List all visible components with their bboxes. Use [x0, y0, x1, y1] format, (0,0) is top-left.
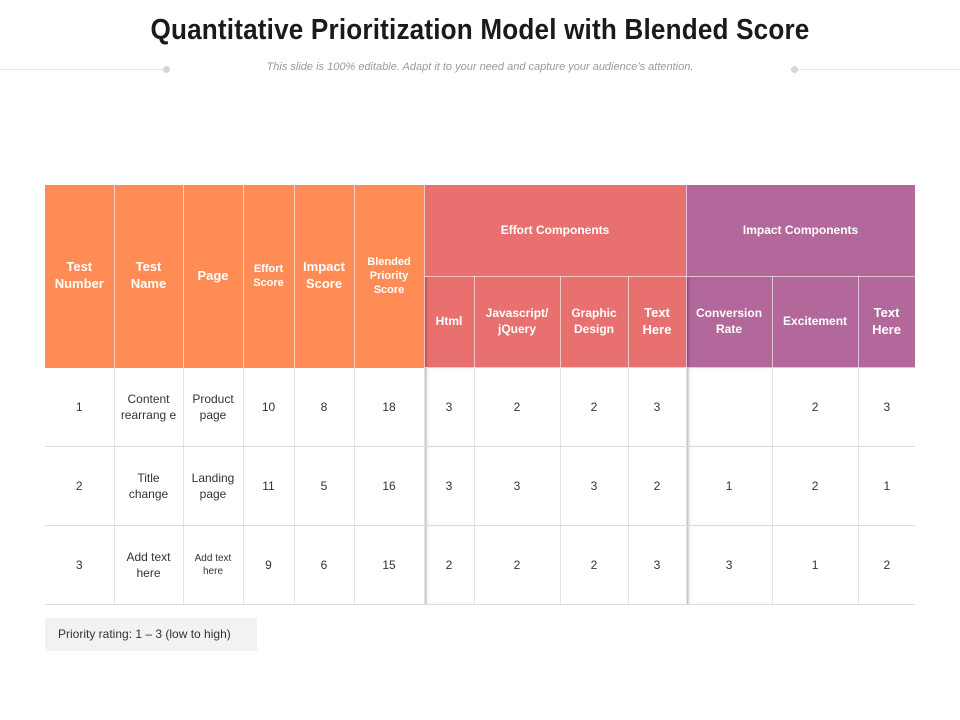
table-row: 1 Content rearrang e Product page 10 8 1…: [45, 367, 916, 447]
priority-rating-legend: Priority rating: 1 – 3 (low to high): [45, 618, 257, 651]
cell-effort-score: 11: [243, 446, 295, 526]
page-subtitle: This slide is 100% editable. Adapt it to…: [266, 61, 694, 73]
cell-html: 3: [424, 446, 475, 526]
group-header-impact-components: Impact Components: [686, 185, 916, 277]
header-row-top: Test Number Test Name Page Effort Score …: [45, 185, 916, 368]
cell-effort-text-here: 3: [628, 367, 687, 447]
cell-effort-text-here: 3: [628, 525, 687, 605]
col-header-impact-score: Impact Score: [294, 185, 355, 368]
cell-graphic-design: 3: [560, 446, 629, 526]
cell-impact-text-here: 2: [858, 525, 916, 605]
cell-impact-score: 8: [294, 367, 355, 447]
col-header-excitement: Excitement: [772, 276, 859, 368]
cell-javascript-jquery: 3: [474, 446, 561, 526]
cell-conversion-rate: 1: [686, 446, 773, 526]
title-rule-left: [0, 69, 166, 70]
cell-excitement: 2: [772, 367, 859, 447]
cell-conversion-rate: [686, 367, 773, 447]
cell-graphic-design: 2: [560, 367, 629, 447]
table-row: 3 Add text here Add text here 9 6 15 2 2…: [45, 525, 916, 605]
col-header-impact-text-here: Text Here: [858, 276, 916, 368]
cell-javascript-jquery: 2: [474, 367, 561, 447]
page-title: Quantitative Prioritization Model with B…: [150, 14, 810, 46]
cell-page: Landing page: [183, 446, 244, 526]
cell-test-number: 2: [45, 446, 115, 526]
title-rule-right: [795, 69, 960, 70]
header-row-sub: Html Javascript/ jQuery Graphic Design T…: [45, 276, 916, 368]
cell-blended-score: 16: [354, 446, 425, 526]
col-header-javascript-jquery: Javascript/ jQuery: [474, 276, 561, 368]
cell-test-number: 1: [45, 367, 115, 447]
cell-impact-text-here: 1: [858, 446, 916, 526]
cell-page: Product page: [183, 367, 244, 447]
cell-javascript-jquery: 2: [474, 525, 561, 605]
cell-html: 2: [424, 525, 475, 605]
group-header-effort-components: Effort Components: [424, 185, 687, 277]
title-rule-dot-left: [163, 66, 170, 73]
cell-test-name: Title change: [114, 446, 184, 526]
cell-test-name: Add text here: [114, 525, 184, 605]
col-header-page: Page: [183, 185, 244, 368]
cell-page: Add text here: [183, 525, 244, 605]
cell-impact-text-here: 3: [858, 367, 916, 447]
col-header-blended-priority-score: Blended Priority Score: [354, 185, 425, 368]
col-header-test-number: Test Number: [45, 185, 115, 368]
cell-impact-score: 5: [294, 446, 355, 526]
col-header-graphic-design: Graphic Design: [560, 276, 629, 368]
cell-effort-score: 9: [243, 525, 295, 605]
cell-test-name: Content rearrang e: [114, 367, 184, 447]
cell-effort-text-here: 2: [628, 446, 687, 526]
col-header-effort-score: Effort Score: [243, 185, 295, 368]
col-header-html: Html: [424, 276, 475, 368]
prioritization-table: Test Number Test Name Page Effort Score …: [45, 185, 916, 605]
cell-excitement: 2: [772, 446, 859, 526]
col-header-effort-text-here: Text Here: [628, 276, 687, 368]
title-rule-dot-right: [791, 66, 798, 73]
cell-blended-score: 15: [354, 525, 425, 605]
cell-conversion-rate: 3: [686, 525, 773, 605]
cell-graphic-design: 2: [560, 525, 629, 605]
cell-test-number: 3: [45, 525, 115, 605]
cell-effort-score: 10: [243, 367, 295, 447]
col-header-conversion-rate: Conversion Rate: [686, 276, 773, 368]
table-row: 2 Title change Landing page 11 5 16 3 3 …: [45, 446, 916, 526]
cell-impact-score: 6: [294, 525, 355, 605]
col-header-test-name: Test Name: [114, 185, 184, 368]
cell-html: 3: [424, 367, 475, 447]
cell-blended-score: 18: [354, 367, 425, 447]
cell-excitement: 1: [772, 525, 859, 605]
